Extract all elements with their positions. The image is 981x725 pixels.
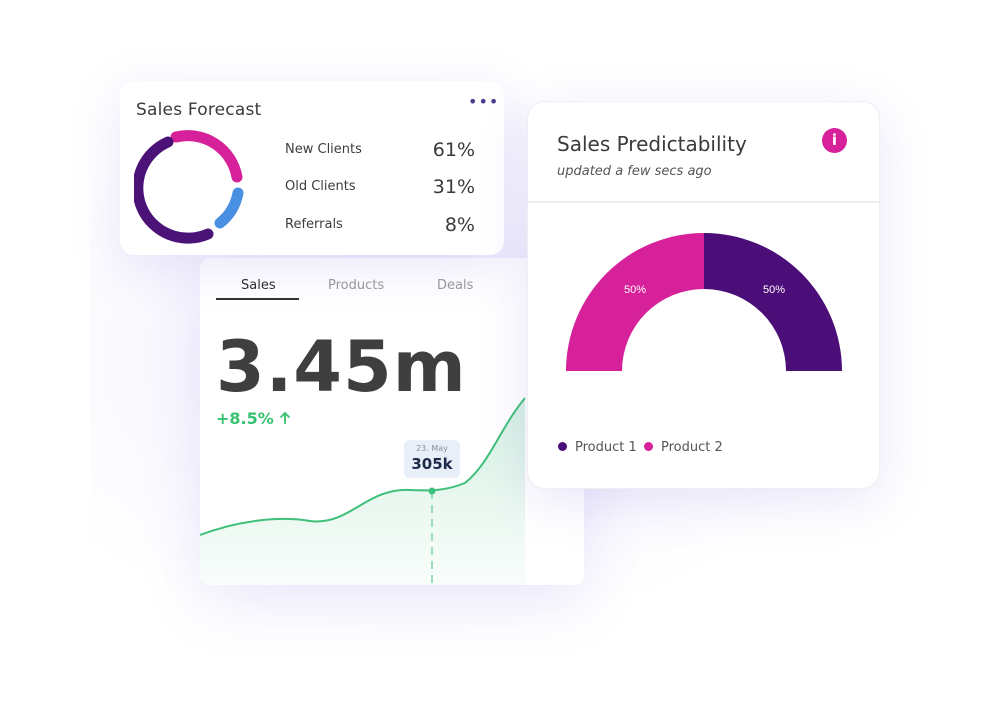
arrow-up-icon bbox=[280, 411, 291, 424]
more-horizontal-icon[interactable]: ••• bbox=[468, 92, 500, 111]
forecast-value: 61% bbox=[432, 139, 475, 161]
sales-change-value: +8.5% bbox=[216, 409, 274, 428]
active-tab-underline bbox=[216, 298, 299, 300]
sales-panel: Sales Products Deals 3.45m +8.5% 23. May… bbox=[200, 258, 584, 585]
sales-tooltip: 23. May 305k bbox=[404, 440, 460, 478]
forecast-row-new-clients: New Clients 61% bbox=[285, 139, 475, 161]
sales-trend-area bbox=[200, 398, 525, 585]
gauge-segment-product-1 bbox=[704, 233, 842, 371]
gauge-label-product-1: 50% bbox=[763, 284, 785, 296]
tab-products[interactable]: Products bbox=[328, 278, 385, 293]
forecast-label: New Clients bbox=[285, 142, 362, 157]
donut-segment-referrals bbox=[134, 136, 214, 244]
forecast-value: 31% bbox=[432, 176, 475, 198]
tooltip-value: 305k bbox=[411, 455, 453, 473]
tooltip-date: 23. May bbox=[416, 444, 448, 453]
donut-segment-new-clients bbox=[170, 130, 243, 183]
legend-label: Product 1 bbox=[575, 440, 637, 455]
info-icon[interactable]: i bbox=[822, 128, 847, 153]
sales-trend-line bbox=[200, 397, 526, 536]
forecast-label: Old Clients bbox=[285, 179, 356, 194]
tooltip-point bbox=[428, 487, 436, 495]
forecast-value: 8% bbox=[444, 214, 475, 236]
tab-deals[interactable]: Deals bbox=[437, 278, 474, 293]
sales-forecast-card: Sales Forecast ••• New Clients 61% Old C… bbox=[120, 81, 504, 255]
legend-product-1: Product 1 bbox=[558, 440, 637, 455]
gauge-segment-product-2 bbox=[566, 233, 704, 371]
donut-segment-old-clients bbox=[214, 187, 244, 229]
sales-forecast-title: Sales Forecast bbox=[136, 100, 262, 120]
predictability-subtitle: updated a few secs ago bbox=[557, 164, 712, 179]
legend-product-2: Product 2 bbox=[644, 440, 723, 455]
forecast-label: Referrals bbox=[285, 217, 343, 232]
forecast-row-old-clients: Old Clients 31% bbox=[285, 176, 475, 198]
sales-predictability-card: Sales Predictability updated a few secs … bbox=[527, 101, 880, 489]
legend-label: Product 2 bbox=[661, 440, 723, 455]
card-divider bbox=[528, 201, 879, 203]
legend-dot-product-1 bbox=[558, 442, 567, 451]
legend-dot-product-2 bbox=[644, 442, 653, 451]
sales-forecast-donut bbox=[134, 130, 244, 244]
forecast-row-referrals: Referrals 8% bbox=[285, 214, 475, 236]
sales-trend-chart bbox=[200, 397, 526, 585]
gauge-label-product-2: 50% bbox=[624, 284, 646, 296]
predictability-gauge: 50% 50% bbox=[566, 233, 842, 371]
sales-change: +8.5% bbox=[216, 409, 291, 428]
tab-sales[interactable]: Sales bbox=[241, 278, 276, 293]
sales-total: 3.45m bbox=[216, 326, 467, 408]
predictability-title: Sales Predictability bbox=[557, 132, 747, 156]
